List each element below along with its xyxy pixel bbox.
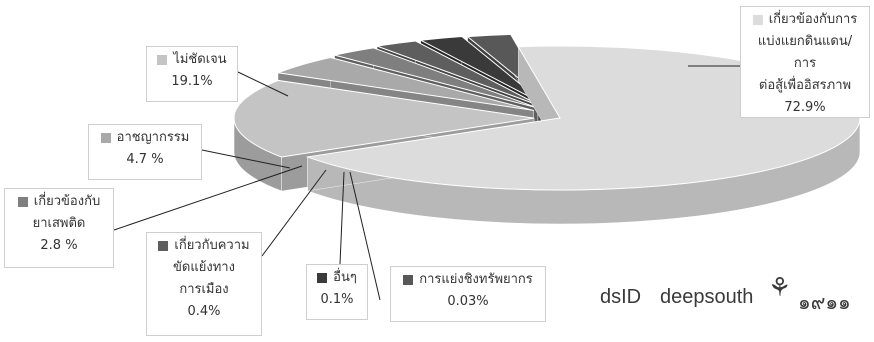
pie-slice-top	[305, 45, 861, 191]
pie-slice-top	[334, 47, 539, 109]
legend-swatch	[157, 54, 168, 65]
slice-label-name: แบ่งแยกดินแดน/การ	[757, 34, 853, 71]
deepsouth-logo: dsID deepsouth ⚘ ๑๙๑๑	[600, 268, 870, 328]
logo-emblem-icon: ⚘	[768, 272, 792, 302]
logo-text-dsid: dsID	[600, 286, 642, 308]
legend-swatch	[100, 132, 111, 143]
label-leader-line	[261, 169, 327, 257]
slice-label-name: ขัดแย้งทาง	[173, 260, 235, 275]
slice-label-name: อื่นๆ	[313, 267, 361, 289]
slice-label-name: เกี่ยวกับความ	[153, 235, 255, 257]
slice-value-label: 72.9%	[784, 100, 826, 115]
label-leader-line	[113, 165, 303, 231]
legend-swatch	[403, 274, 414, 285]
logo-text-thai-numerals: ๑๙๑๑	[798, 292, 851, 314]
legend-swatch	[158, 240, 169, 251]
pie-slice-top	[418, 35, 547, 106]
legend-swatch	[317, 272, 328, 283]
slice-label: เกี่ยวข้องกับยาเสพติด 2.8 %	[4, 188, 114, 268]
pie-slice-top	[375, 40, 542, 107]
slice-label-name: ยาเสพติด	[32, 216, 86, 231]
legend-swatch	[17, 196, 28, 207]
slice-value-label: 4.7 %	[126, 152, 164, 167]
label-leader-line	[237, 71, 289, 97]
slice-label: อื่นๆ 0.1%	[306, 264, 368, 320]
slice-label: การแย่งชิงทรัพยากร 0.03%	[390, 266, 546, 322]
slice-label-name: การเมือง	[179, 282, 229, 297]
slice-label: อาชญากรรม 4.7 %	[88, 124, 202, 180]
slice-label: เกี่ยวกับความขัดแย้งทางการเมือง 0.4%	[146, 232, 262, 336]
slice-label-name: การแย่งชิงทรัพยากร	[397, 269, 539, 291]
slice-label-name: เกี่ยวข้องกับการ	[747, 9, 863, 31]
slice-value-label: 0.03%	[447, 294, 489, 309]
pie-slice-top	[276, 56, 534, 111]
slice-label: ไม่ชัดเจน 19.1%	[146, 46, 238, 102]
pie-slice-top	[233, 79, 535, 158]
logo-text-deepsouth: deepsouth	[660, 286, 754, 308]
slice-value-label: 0.1%	[320, 292, 354, 307]
label-leader-line	[201, 149, 291, 169]
label-leader-line	[349, 171, 381, 301]
slice-label: เกี่ยวข้องกับการแบ่งแยกดินแดน/การต่อสู้เ…	[740, 6, 870, 118]
legend-swatch	[752, 14, 763, 25]
slice-label-name: เกี่ยวข้องกับ	[11, 191, 107, 213]
slice-value-label: 19.1%	[171, 74, 213, 89]
slice-value-label: 0.4%	[187, 304, 221, 319]
slice-label-name: ไม่ชัดเจน	[153, 49, 231, 71]
pie-slice-group	[305, 45, 861, 225]
slice-label-name: ต่อสู้เพื่ออิสรภาพ	[758, 78, 852, 93]
slice-value-label: 2.8 %	[40, 238, 78, 253]
slice-label-name: อาชญากรรม	[95, 127, 195, 149]
label-leader-line	[339, 171, 345, 265]
